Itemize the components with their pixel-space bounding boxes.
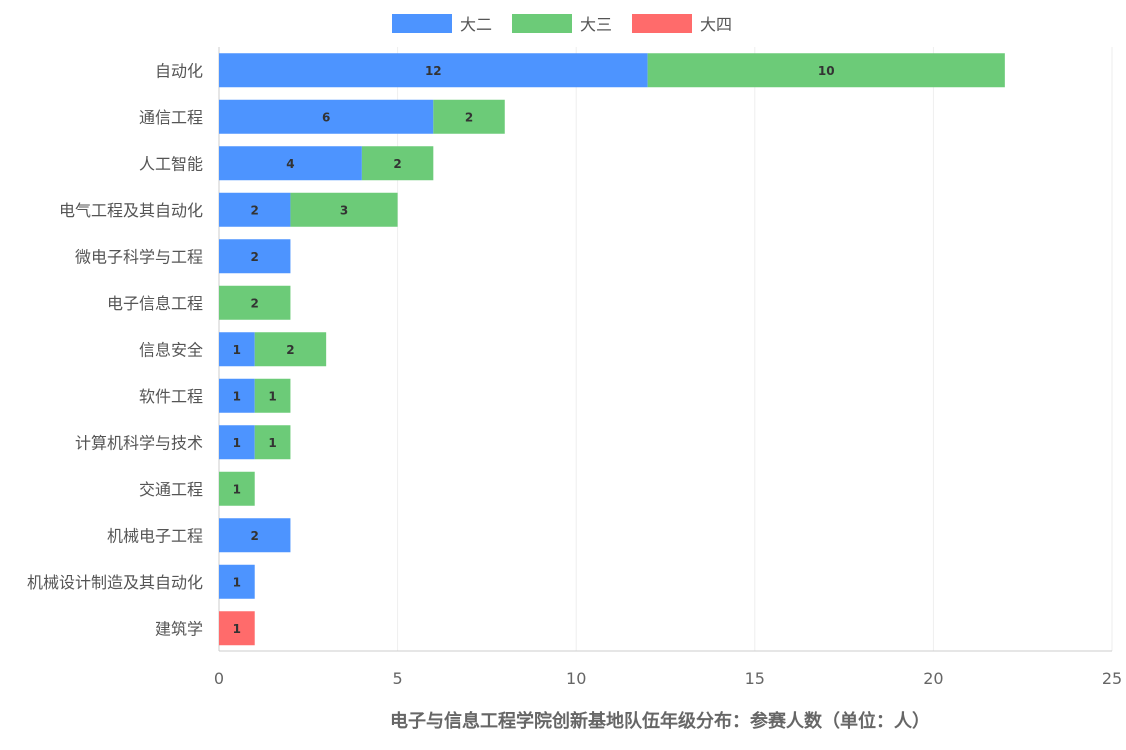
bar-segment[interactable]	[219, 285, 291, 320]
bar-segment[interactable]	[647, 53, 1005, 88]
bar-segment[interactable]	[290, 192, 398, 227]
data-label: 1	[233, 622, 241, 636]
data-label: 2	[286, 343, 294, 357]
data-label: 3	[340, 203, 348, 217]
category-label: 微电子科学与工程	[75, 247, 203, 266]
bar-segment[interactable]	[219, 518, 291, 553]
bar-segment[interactable]	[219, 53, 648, 88]
bar-segment[interactable]	[219, 332, 255, 367]
x-tick-label: 20	[923, 669, 943, 688]
data-label: 2	[251, 296, 259, 310]
category-label: 机械电子工程	[107, 526, 203, 545]
bar-segment[interactable]	[433, 99, 505, 134]
bar-segment[interactable]	[219, 425, 255, 460]
bar-segment[interactable]	[254, 425, 291, 460]
data-label: 1	[268, 389, 276, 403]
legend-swatch[interactable]	[632, 14, 692, 33]
legend-swatch[interactable]	[512, 14, 572, 33]
legend-label[interactable]: 大三	[580, 15, 612, 34]
data-label: 1	[268, 436, 276, 450]
legend-swatch[interactable]	[392, 14, 452, 33]
data-label: 10	[818, 64, 835, 78]
bar-segment[interactable]	[254, 332, 327, 367]
legend-label[interactable]: 大二	[460, 15, 492, 34]
data-label: 1	[233, 436, 241, 450]
gridlines	[218, 47, 1113, 652]
bar-segment[interactable]	[219, 564, 255, 599]
data-label: 4	[286, 157, 294, 171]
data-label: 2	[251, 250, 259, 264]
x-axis-label: 电子与信息工程学院创新基地队伍年级分布：参赛人数（单位：人）	[390, 710, 930, 732]
category-label: 电气工程及其自动化	[59, 201, 203, 220]
data-label: 2	[251, 529, 259, 543]
category-label: 软件工程	[139, 387, 203, 406]
legend-label[interactable]: 大四	[700, 15, 732, 34]
x-tick-label: 0	[214, 669, 224, 688]
bar-segment[interactable]	[219, 471, 255, 506]
bar-segment[interactable]	[219, 192, 291, 227]
data-label: 2	[465, 110, 473, 124]
category-label: 建筑学	[155, 619, 203, 638]
category-label: 自动化	[155, 61, 203, 80]
data-label: 1	[233, 343, 241, 357]
bar-segment[interactable]	[219, 378, 255, 413]
bar-segment[interactable]	[219, 239, 291, 274]
x-tick-label: 5	[393, 669, 403, 688]
data-label: 1	[233, 389, 241, 403]
x-tick-labels: 0 5 10 15 20 25	[214, 669, 1122, 688]
data-label: 2	[393, 157, 401, 171]
data-label: 1	[233, 482, 241, 496]
bar-segment[interactable]	[254, 378, 291, 413]
bar-segment[interactable]	[361, 146, 434, 181]
category-label: 机械设计制造及其自动化	[27, 573, 203, 592]
data-label: 12	[425, 64, 442, 78]
legend[interactable]: 大二 大三 大四	[392, 14, 732, 34]
data-label: 6	[322, 110, 330, 124]
category-label: 人工智能	[139, 154, 203, 173]
x-tick-label: 10	[566, 669, 586, 688]
x-tick-label: 25	[1102, 669, 1122, 688]
category-label: 计算机科学与技术	[75, 433, 203, 452]
bar-segment[interactable]	[219, 611, 255, 646]
category-labels: 自动化通信工程人工智能电气工程及其自动化微电子科学与工程电子信息工程信息安全软件…	[27, 61, 203, 638]
bar-segment[interactable]	[219, 146, 362, 181]
category-label: 交通工程	[139, 480, 203, 499]
data-label: 1	[233, 575, 241, 589]
data-label: 2	[251, 203, 259, 217]
bar-segment[interactable]	[219, 99, 434, 134]
x-tick-label: 15	[745, 669, 765, 688]
category-label: 信息安全	[139, 340, 203, 359]
category-label: 电子信息工程	[107, 294, 203, 313]
category-label: 通信工程	[139, 108, 203, 127]
